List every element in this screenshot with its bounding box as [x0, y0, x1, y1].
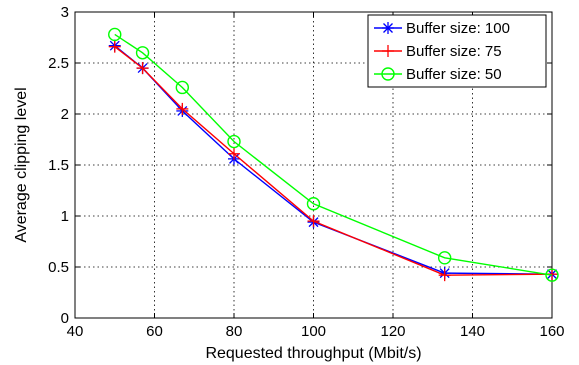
x-tick-label: 40	[67, 323, 84, 340]
y-tick-label: 3	[61, 4, 69, 21]
x-tick-label: 80	[226, 323, 243, 340]
data-point	[108, 40, 121, 53]
legend-label: Buffer size: 100	[406, 20, 510, 37]
data-series	[108, 27, 559, 282]
series-3	[108, 27, 559, 282]
data-point	[545, 268, 559, 282]
data-point	[136, 62, 149, 75]
series-2	[108, 40, 558, 282]
data-point	[135, 46, 150, 60]
data-point	[437, 251, 452, 265]
y-tick-label: 0	[61, 310, 69, 327]
data-point	[307, 215, 320, 228]
data-point	[306, 197, 321, 211]
x-tick-label: 160	[539, 323, 564, 340]
y-tick-label: 0.5	[48, 259, 69, 276]
x-tick-label: 120	[380, 323, 405, 340]
y-tick-label: 1	[61, 208, 69, 225]
legend-marker	[382, 45, 394, 57]
x-tick-label: 100	[301, 323, 326, 340]
legend-entry: Buffer size: 75	[374, 43, 502, 60]
y-axis-label: Average clipping level	[13, 87, 30, 242]
series-line	[114, 33, 553, 276]
y-tick-label: 2.5	[48, 55, 69, 72]
data-point	[228, 147, 240, 160]
y-tick-label: 1.5	[48, 157, 69, 174]
legend-entry: Buffer size: 100	[374, 20, 510, 37]
x-tick-label: 60	[146, 323, 163, 340]
data-point	[108, 27, 122, 42]
legend-marker	[382, 22, 394, 34]
data-point	[438, 269, 451, 282]
legend-label: Buffer size: 75	[406, 43, 502, 60]
legend: Buffer size: 100 Buffer size: 75 Buffer si…	[367, 14, 547, 88]
legend-entry: Buffer size: 50	[374, 66, 502, 83]
y-tick-label: 2	[61, 106, 69, 123]
x-tick-label: 140	[460, 323, 485, 340]
data-point	[227, 134, 241, 149]
data-point	[175, 80, 190, 95]
data-point	[176, 102, 189, 115]
legend-label: Buffer size: 50	[406, 66, 502, 83]
legend-marker	[381, 67, 395, 81]
x-axis-label: Requested throughput (Mbit/s)	[205, 345, 421, 362]
